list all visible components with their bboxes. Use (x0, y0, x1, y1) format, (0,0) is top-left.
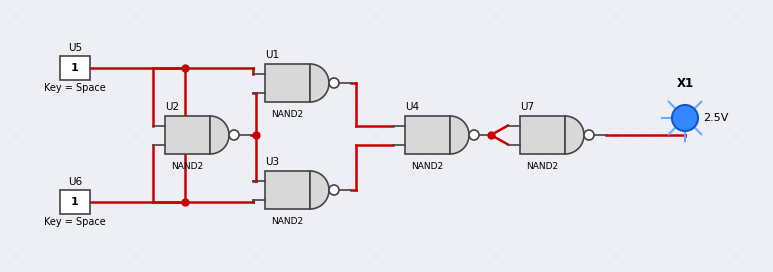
Text: 1: 1 (71, 197, 79, 207)
Text: U3: U3 (265, 157, 279, 167)
Text: U7: U7 (520, 102, 534, 112)
Polygon shape (210, 116, 229, 154)
Text: 1: 1 (71, 63, 79, 73)
Circle shape (672, 105, 698, 131)
Text: NAND2: NAND2 (271, 110, 304, 119)
Polygon shape (450, 116, 469, 154)
FancyBboxPatch shape (60, 56, 90, 80)
Polygon shape (265, 171, 310, 209)
Circle shape (229, 130, 239, 140)
Text: NAND2: NAND2 (172, 162, 203, 171)
Circle shape (584, 130, 594, 140)
Polygon shape (405, 116, 450, 154)
Text: Key = Space: Key = Space (44, 83, 106, 93)
Polygon shape (565, 116, 584, 154)
Text: Key = Space: Key = Space (44, 217, 106, 227)
Polygon shape (165, 116, 210, 154)
Polygon shape (265, 64, 310, 102)
Circle shape (329, 78, 339, 88)
Text: X1: X1 (676, 77, 693, 90)
Text: U1: U1 (265, 50, 279, 60)
Text: NAND2: NAND2 (411, 162, 444, 171)
Polygon shape (520, 116, 565, 154)
Text: U6: U6 (68, 177, 82, 187)
Text: U5: U5 (68, 43, 82, 53)
Circle shape (469, 130, 479, 140)
Polygon shape (310, 171, 329, 209)
Polygon shape (310, 64, 329, 102)
Text: U4: U4 (405, 102, 419, 112)
Text: NAND2: NAND2 (271, 217, 304, 226)
Text: 2.5V: 2.5V (703, 113, 728, 123)
Text: U2: U2 (165, 102, 179, 112)
Circle shape (329, 185, 339, 195)
Text: NAND2: NAND2 (526, 162, 559, 171)
FancyBboxPatch shape (60, 190, 90, 214)
